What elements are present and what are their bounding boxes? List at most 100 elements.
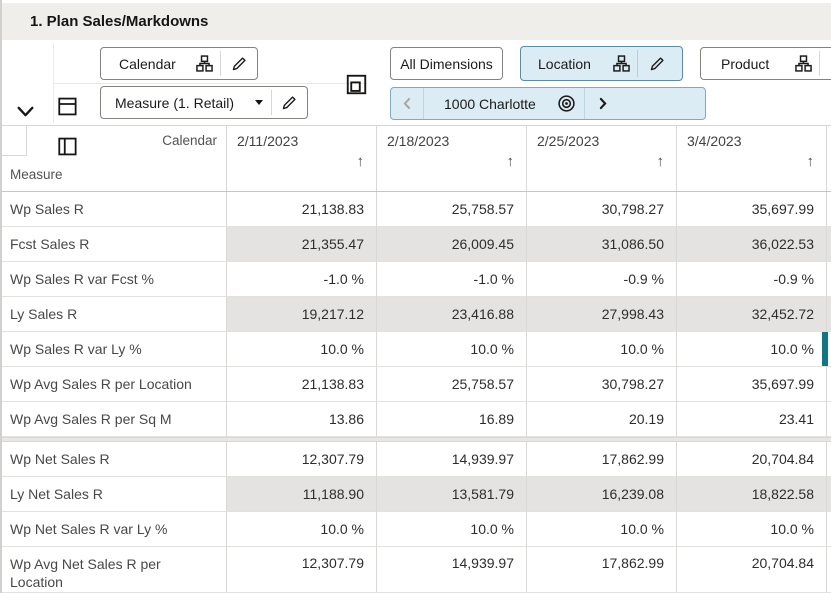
column-axis-button[interactable] xyxy=(56,135,78,157)
row-label-cell[interactable]: Wp Sales R var Fcst % xyxy=(0,262,227,297)
value-cell[interactable]: 31,086.50 xyxy=(527,227,677,262)
split-view-button[interactable] xyxy=(344,72,368,96)
value-cell[interactable]: 30,798.27 xyxy=(527,192,677,227)
row-label-cell[interactable]: Fcst Sales R xyxy=(0,227,227,262)
table-row: Wp Sales R var Ly % 10.0 % 10.0 % 10.0 % 10.… xyxy=(0,332,831,367)
value-cell[interactable]: 11,188.90 xyxy=(227,477,377,512)
value-cell[interactable]: -0.9 % xyxy=(527,262,677,297)
value-cell[interactable]: 25,758.57 xyxy=(377,367,527,402)
value-cell[interactable]: 13,581.79 xyxy=(377,477,527,512)
row-label-cell[interactable]: Wp Sales R xyxy=(0,192,227,227)
hierarchy-icon xyxy=(787,48,819,79)
calendar-dimension-button[interactable]: Calendar xyxy=(100,47,258,80)
collapse-toolbar-button[interactable] xyxy=(13,102,37,120)
value-cell[interactable]: 10.0 % xyxy=(377,512,527,547)
value-cell[interactable]: -1.0 % xyxy=(377,262,527,297)
sort-ascending-icon[interactable]: ↑ xyxy=(656,153,665,170)
value-cell[interactable]: 35,697.99 xyxy=(677,367,827,402)
next-position-button[interactable] xyxy=(585,88,621,119)
value-cell[interactable]: 36,022.53 xyxy=(677,227,827,262)
value-cell[interactable]: 23,416.88 xyxy=(377,297,527,332)
row-label-cell[interactable]: Ly Net Sales R xyxy=(0,477,227,512)
row-label-cell[interactable]: Wp Net Sales R xyxy=(0,442,227,477)
row-label-cell[interactable]: Wp Sales R var Ly % xyxy=(0,332,227,367)
value-cell[interactable]: 12,307.79 xyxy=(227,442,377,477)
value-cell[interactable]: 23.41 xyxy=(677,402,827,437)
all-dimensions-button[interactable]: All Dimensions xyxy=(390,47,503,80)
value-cell[interactable]: 17,862.99 xyxy=(527,442,677,477)
sort-ascending-icon[interactable]: ↑ xyxy=(506,153,515,170)
chevron-left-icon xyxy=(401,97,414,110)
button-divider xyxy=(220,51,222,76)
value-cell[interactable]: 35,697.99 xyxy=(677,192,827,227)
value-cell[interactable]: -0.9 % xyxy=(677,262,827,297)
value-cell[interactable]: 21,138.83 xyxy=(227,367,377,402)
edit-measure-button[interactable] xyxy=(272,87,307,118)
pivot-toolbar: Calendar Measure (1. Retail) All Dimensi… xyxy=(0,40,831,155)
button-divider xyxy=(270,90,272,115)
row-axis-button[interactable] xyxy=(56,95,78,117)
partial-value-cell xyxy=(827,297,831,332)
value-cell[interactable]: 10.0 % xyxy=(677,332,827,367)
value-cell[interactable]: 20,704.84 xyxy=(677,442,827,477)
sort-ascending-icon[interactable]: ↑ xyxy=(806,153,815,170)
value-cell[interactable]: 13.86 xyxy=(227,402,377,437)
table-row: Wp Net Sales R var Ly % 10.0 % 10.0 % 10.0 … xyxy=(0,512,831,547)
column-header-cell[interactable]: 3/4/2023 ↑ xyxy=(677,126,827,191)
value-cell[interactable]: 20.19 xyxy=(527,402,677,437)
value-cell[interactable]: 16,239.08 xyxy=(527,477,677,512)
value-cell[interactable]: 14,939.97 xyxy=(377,547,527,593)
value-cell[interactable]: 10.0 % xyxy=(677,512,827,547)
value-cell[interactable]: 25,758.57 xyxy=(377,192,527,227)
edit-calendar-button[interactable] xyxy=(221,48,257,79)
section-separator xyxy=(0,437,831,442)
value-cell[interactable]: 10.0 % xyxy=(527,512,677,547)
value-cell[interactable]: -1.0 % xyxy=(227,262,377,297)
position-label: 1000 Charlotte xyxy=(444,95,536,112)
value-cell[interactable]: 17,862.99 xyxy=(527,547,677,593)
row-label-cell[interactable]: Wp Avg Sales R per Location xyxy=(0,367,227,402)
value-cell[interactable]: 26,009.45 xyxy=(377,227,527,262)
value-cell[interactable]: 10.0 % xyxy=(527,332,677,367)
edit-product-button[interactable] xyxy=(820,48,831,79)
value-cell[interactable]: 32,452.72 xyxy=(677,297,827,332)
measure-dimension-button[interactable]: Measure (1. Retail) xyxy=(100,86,308,119)
value-cell[interactable]: 27,998.43 xyxy=(527,297,677,332)
value-cell[interactable]: 19,217.12 xyxy=(227,297,377,332)
column-dimension-tile[interactable]: Calendar xyxy=(162,133,217,148)
product-dimension-button[interactable]: Product xyxy=(700,47,831,80)
value-cell[interactable]: 16.89 xyxy=(377,402,527,437)
value-cell[interactable]: 20,704.84 xyxy=(677,547,827,593)
row-dimension-tile[interactable]: Measure xyxy=(10,167,63,182)
row-label-cell[interactable]: Wp Net Sales R var Ly % xyxy=(0,512,227,547)
page-title: 1. Plan Sales/Markdowns xyxy=(30,13,209,30)
previous-position-button[interactable] xyxy=(391,88,423,119)
column-header-cell[interactable]: 2/25/2023 ↑ xyxy=(527,126,677,191)
grid-corner-cell: Calendar Measure xyxy=(0,126,227,191)
value-cell[interactable]: 10.0 % xyxy=(227,332,377,367)
value-cell[interactable]: 18,822.58 xyxy=(677,477,827,512)
value-cell[interactable]: 10.0 % xyxy=(377,332,527,367)
column-header-cell[interactable]: 2/18/2023 ↑ xyxy=(377,126,527,191)
value-cell[interactable]: 21,138.83 xyxy=(227,192,377,227)
table-columns-icon xyxy=(57,137,77,156)
row-label-cell[interactable]: Wp Avg Net Sales R per Location xyxy=(0,547,227,593)
table-row: Wp Sales R var Fcst % -1.0 % -1.0 % -0.9 % -… xyxy=(0,262,831,297)
value-cell[interactable]: 14,939.97 xyxy=(377,442,527,477)
value-cell[interactable]: 21,355.47 xyxy=(227,227,377,262)
pivot-grid: Calendar Measure 2/11/2023 ↑ 2/18/2023 ↑… xyxy=(0,125,831,593)
column-header-cell[interactable]: 2/11/2023 ↑ xyxy=(227,126,377,191)
target-position-button[interactable] xyxy=(550,88,584,119)
location-dimension-button[interactable]: Location xyxy=(520,46,683,81)
partial-value-cell xyxy=(827,442,831,477)
row-label-cell[interactable]: Wp Avg Sales R per Sq M xyxy=(0,402,227,437)
row-label-cell[interactable]: Ly Sales R xyxy=(0,297,227,332)
value-cell[interactable]: 30,798.27 xyxy=(527,367,677,402)
value-cell[interactable]: 10.0 % xyxy=(227,512,377,547)
table-row: Wp Avg Sales R per Location 21,138.83 25,7… xyxy=(0,367,831,402)
sort-ascending-icon[interactable]: ↑ xyxy=(356,153,365,170)
edit-location-button[interactable] xyxy=(638,47,678,80)
table-row: Wp Net Sales R 12,307.79 14,939.97 17,862.9… xyxy=(0,442,831,477)
value-cell[interactable]: 12,307.79 xyxy=(227,547,377,593)
pencil-icon xyxy=(649,55,666,72)
